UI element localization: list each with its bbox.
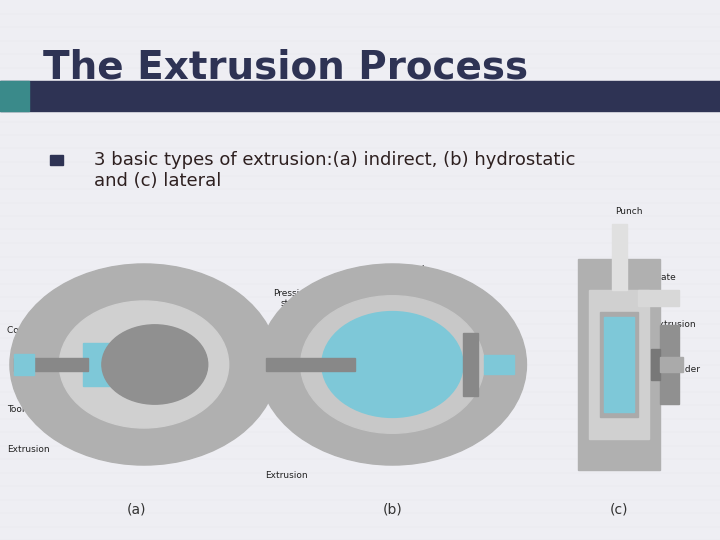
Text: Seals: Seals	[405, 265, 429, 274]
Text: Container: Container	[153, 380, 201, 420]
Text: Extrusion: Extrusion	[653, 320, 696, 329]
Text: The Extrusion Process: The Extrusion Process	[43, 49, 528, 86]
Text: (c): (c)	[610, 502, 629, 516]
Bar	[0, 81, 29, 111]
Text: (b): (b)	[382, 502, 402, 516]
Text: Die: Die	[629, 450, 644, 459]
Text: Backing
plate: Backing plate	[132, 406, 180, 446]
Text: Plate: Plate	[653, 273, 675, 282]
Bar	[651, 349, 660, 380]
Text: Extrusion: Extrusion	[265, 471, 308, 480]
Text: (a): (a)	[127, 502, 147, 516]
Bar	[604, 317, 634, 412]
Text: Container: Container	[372, 410, 417, 420]
Text: Extrusion: Extrusion	[7, 445, 50, 454]
Circle shape	[10, 264, 278, 465]
Text: Fluid: Fluid	[380, 331, 402, 340]
Text: Die: Die	[162, 367, 181, 446]
Text: Dummy block: Dummy block	[145, 278, 212, 336]
Text: Die: Die	[380, 265, 395, 274]
Circle shape	[322, 312, 463, 417]
Text: Die backer: Die backer	[384, 450, 433, 459]
Circle shape	[59, 301, 229, 428]
Bar	[83, 343, 137, 386]
Circle shape	[258, 264, 526, 465]
Circle shape	[301, 296, 484, 433]
Text: Container: Container	[578, 450, 622, 459]
Bar	[463, 333, 478, 396]
Bar	[484, 355, 514, 374]
Text: Container liner: Container liner	[7, 326, 75, 335]
Bar	[14, 354, 34, 375]
Text: Punch: Punch	[616, 207, 643, 215]
Text: Tool stem: Tool stem	[7, 405, 50, 414]
Bar	[600, 312, 638, 417]
Bar	[50, 155, 63, 165]
Bar	[589, 291, 649, 438]
Circle shape	[102, 325, 208, 404]
Bar	[0, 81, 720, 111]
Bar	[660, 356, 683, 373]
Bar	[638, 291, 679, 306]
Bar	[14, 358, 88, 371]
Text: Die holder: Die holder	[653, 366, 700, 374]
Bar	[266, 358, 354, 371]
Text: Pressing
stem: Pressing stem	[273, 289, 310, 308]
Bar	[612, 224, 626, 291]
Text: 3 basic types of extrusion:(a) indirect, (b) hydrostatic
and (c) lateral: 3 basic types of extrusion:(a) indirect,…	[94, 151, 575, 190]
Bar	[578, 259, 660, 470]
Bar	[660, 325, 679, 404]
Text: Billet: Billet	[113, 284, 148, 349]
